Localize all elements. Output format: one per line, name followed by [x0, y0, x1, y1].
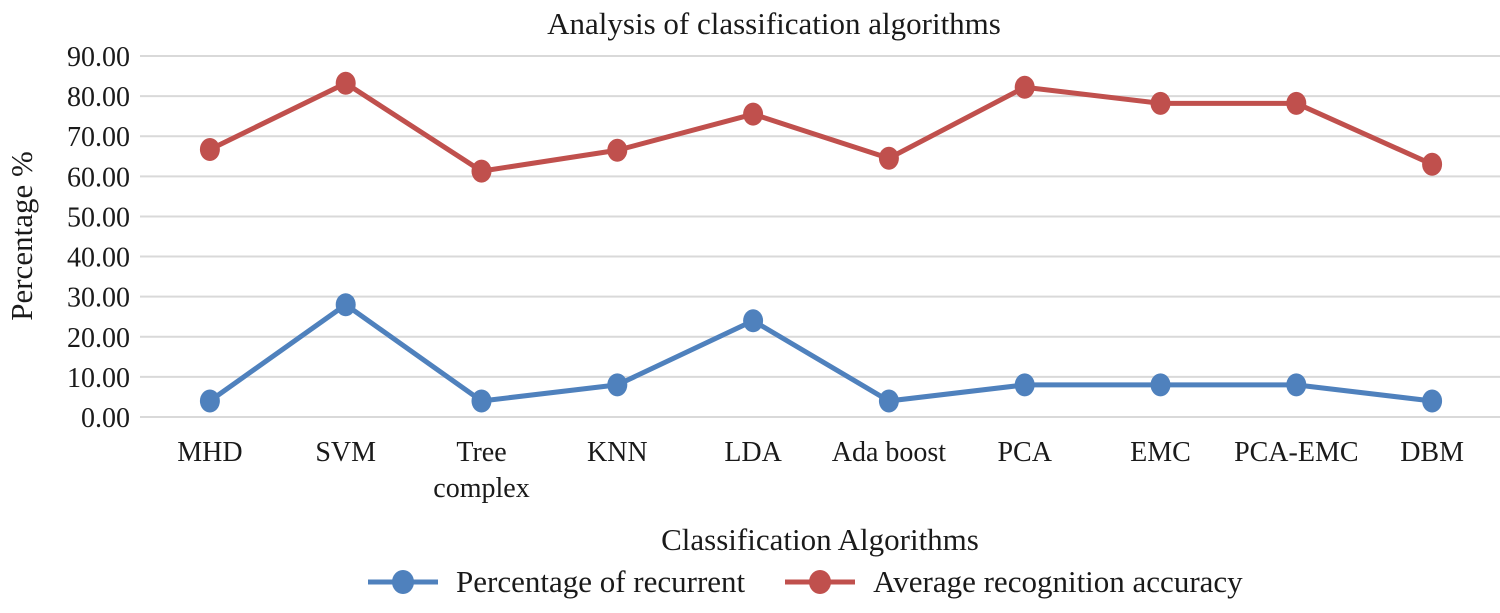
x-tick-label: SVM [315, 437, 376, 468]
series-line [207, 80, 1435, 174]
data-point-marker [1150, 373, 1171, 397]
data-point-marker [335, 71, 356, 95]
data-point-marker [1422, 152, 1443, 176]
data-point-marker [607, 373, 628, 397]
line-marker-icon [785, 570, 856, 594]
legend-item-percentage-of-recurrent: Percentage of recurrent [366, 564, 745, 600]
data-point-marker [1150, 91, 1171, 115]
y-tick-label: 10.00 [67, 363, 130, 394]
y-tick-label: 50.00 [67, 202, 130, 233]
x-tick-label: EMC [1130, 437, 1191, 468]
x-tick-label: LDA [724, 437, 782, 468]
legend-label: Percentage of recurrent [456, 564, 746, 599]
x-tick-label: PCA-EMC [1234, 437, 1358, 468]
series-group [199, 71, 1443, 413]
data-point-marker [199, 389, 220, 413]
y-tick-label: 20.00 [67, 323, 130, 354]
data-point-marker [1422, 389, 1443, 413]
data-point-marker [1014, 373, 1035, 397]
legend-label: Average recognition accuracy [873, 564, 1243, 599]
data-point-marker [743, 309, 764, 333]
y-tick-label: 0.00 [81, 403, 130, 434]
data-point-marker [878, 146, 899, 170]
x-axis-title: Classification Algorithms [661, 522, 979, 557]
data-point-marker [335, 293, 356, 317]
data-point-marker [471, 389, 492, 413]
data-point-marker [1286, 91, 1307, 115]
data-point-marker [1286, 373, 1307, 397]
y-tick-label: 30.00 [67, 283, 130, 314]
y-tick-label: 80.00 [67, 82, 130, 113]
series-line [207, 302, 1435, 404]
data-point-marker [471, 159, 492, 183]
y-tick-label: 90.00 [67, 42, 130, 73]
legend: Percentage of recurrent Average recognit… [366, 564, 1243, 600]
data-point-marker [878, 389, 899, 413]
data-point-marker [199, 137, 220, 161]
data-point-marker [607, 138, 628, 162]
legend-item-average-recognition-accuracy: Average recognition accuracy [783, 564, 1243, 600]
x-tick-label: DBM [1400, 437, 1464, 468]
y-tick-label: 60.00 [67, 162, 130, 193]
data-point-marker [743, 102, 764, 126]
tick-labels-group: 0.00 10.00 20.00 30.00 40.00 50.00 60.00 70.00 8… [67, 42, 1464, 504]
x-tick-label: MHD [177, 437, 242, 468]
x-tick-label: KNN [587, 437, 648, 468]
x-tick-label: Ada boost [832, 437, 947, 468]
data-point-marker [1014, 75, 1035, 99]
y-tick-label: 40.00 [67, 243, 130, 274]
y-tick-label: 70.00 [67, 122, 130, 153]
chart-title: Analysis of classification algorithms [547, 6, 1001, 41]
line-marker-icon [368, 570, 438, 594]
x-tick-label: PCA [997, 437, 1052, 468]
x-tick-label: Tree complex [433, 437, 529, 504]
y-axis-title: Percentage % [4, 151, 39, 321]
